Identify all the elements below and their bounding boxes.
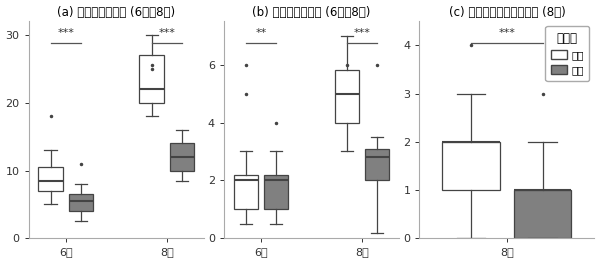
PathPatch shape (170, 143, 194, 170)
PathPatch shape (365, 149, 389, 180)
Title: (c) マルハナバチ類の種数 (8月): (c) マルハナバチ類の種数 (8月) (449, 6, 565, 19)
Text: ***: *** (499, 28, 515, 38)
Text: ***: *** (57, 28, 74, 38)
PathPatch shape (69, 194, 93, 211)
Title: (b) チョウ類の種数 (6月・8月): (b) チョウ類の種数 (6月・8月) (253, 6, 371, 19)
PathPatch shape (264, 175, 289, 209)
PathPatch shape (335, 70, 359, 123)
PathPatch shape (139, 55, 164, 103)
Title: (a) 開花植物の種数 (6月・8月): (a) 開花植物の種数 (6月・8月) (57, 6, 175, 19)
Legend: 内側, 外側: 内側, 外側 (545, 26, 589, 81)
PathPatch shape (442, 142, 500, 190)
PathPatch shape (38, 167, 62, 191)
PathPatch shape (514, 190, 571, 239)
Text: ***: *** (158, 28, 175, 38)
Text: ***: *** (353, 28, 371, 38)
PathPatch shape (234, 175, 258, 209)
Text: **: ** (256, 28, 266, 38)
